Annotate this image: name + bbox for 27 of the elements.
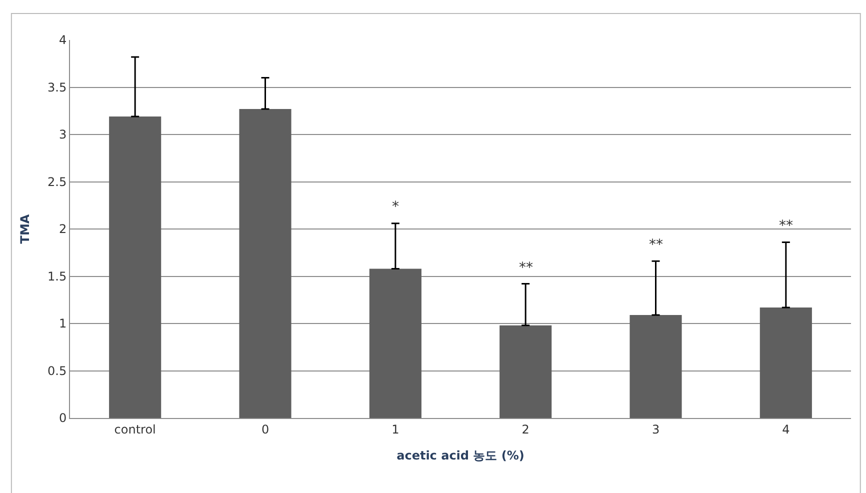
y-axis-title: TMA <box>18 214 32 244</box>
y-tick-label: 0.5 <box>48 364 67 378</box>
y-tick-label: 4 <box>58 33 67 48</box>
annotation: ** <box>779 218 793 234</box>
bar <box>500 325 552 418</box>
y-tick-label: 0 <box>58 411 67 426</box>
bar <box>239 108 292 418</box>
bar <box>630 315 682 418</box>
x-axis-title: acetic acid 농도 (%) <box>396 448 524 462</box>
y-tick-label: 2.5 <box>48 174 67 189</box>
y-tick-label: 1.5 <box>48 269 67 284</box>
annotation: * <box>392 199 399 215</box>
y-tick-label: 3.5 <box>48 80 67 94</box>
x-tick-label: 1 <box>392 422 400 436</box>
annotation: ** <box>649 237 663 253</box>
x-tick-label: 0 <box>261 422 270 436</box>
bar <box>109 116 162 418</box>
annotation: ** <box>519 260 533 276</box>
x-tick-label: 4 <box>782 422 790 436</box>
x-tick-label: control <box>114 422 156 436</box>
bar <box>760 307 812 418</box>
y-tick-label: 1 <box>58 316 67 331</box>
x-tick-label: 3 <box>652 422 660 436</box>
y-tick-label: 2 <box>58 222 67 236</box>
y-tick-label: 3 <box>58 128 67 142</box>
x-tick-label: 2 <box>522 422 530 436</box>
bar <box>369 268 422 418</box>
